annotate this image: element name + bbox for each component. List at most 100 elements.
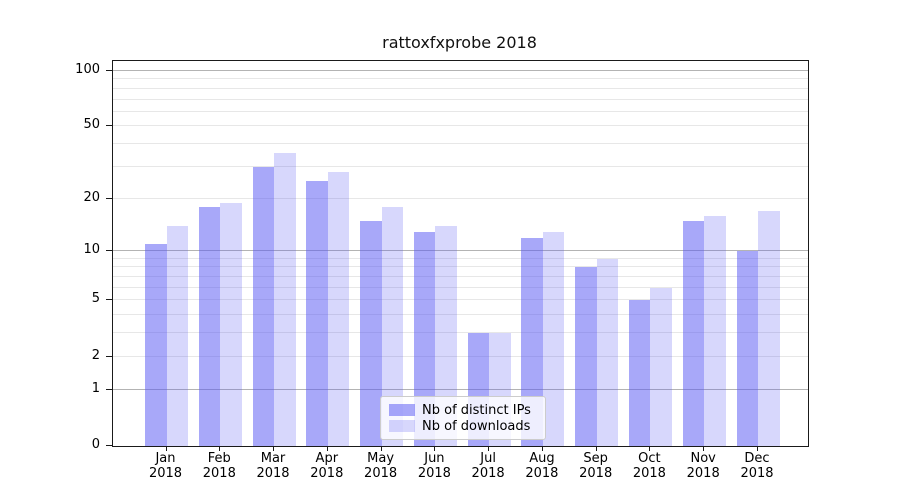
x-tick-year: 2018 <box>632 466 666 481</box>
y-axis-tick-label-2: 2 <box>91 347 100 363</box>
x-tick-month: May <box>367 451 395 466</box>
y-axis-tick-label-10: 10 <box>83 242 100 258</box>
y-axis-tick-mark <box>106 299 112 301</box>
bar-nb-of-downloads-nov <box>704 215 726 446</box>
x-axis-tick-label-jun: Jun 2018 <box>402 451 466 481</box>
x-tick-month: Apr <box>315 451 339 466</box>
x-axis-tick-mark <box>326 446 328 451</box>
y-axis-tick-label-5: 5 <box>91 291 100 307</box>
x-axis-tick-label-apr: Apr 2018 <box>295 451 359 481</box>
bar-nb-of-distinct-ips-sep <box>575 267 597 446</box>
x-axis-tick-label-nov: Nov 2018 <box>671 451 735 481</box>
y-axis-tick-mark <box>106 69 112 71</box>
x-axis-tick-label-sep: Sep 2018 <box>564 451 628 481</box>
y-axis-tick-label-1: 1 <box>91 380 100 396</box>
x-axis-tick-mark <box>649 446 651 451</box>
bar-nb-of-distinct-ips-may <box>360 220 382 446</box>
x-tick-month: Feb <box>207 451 231 466</box>
y-axis-tick-label-0: 0 <box>91 437 100 452</box>
x-axis-tick-label-jul: Jul 2018 <box>456 451 520 481</box>
legend-swatch-nb-of-distinct-ips <box>389 404 415 416</box>
x-axis-tick-label-oct: Oct 2018 <box>617 451 681 481</box>
minor-gridline <box>113 314 808 316</box>
bar-nb-of-downloads-jan <box>166 225 188 446</box>
bar-nb-of-downloads-dec <box>758 211 780 446</box>
x-axis-tick-mark <box>541 446 543 451</box>
x-tick-year: 2018 <box>364 466 398 481</box>
bar-nb-of-distinct-ips-aug <box>521 237 543 446</box>
minor-gridline <box>113 257 808 259</box>
x-tick-year: 2018 <box>579 466 613 481</box>
y-axis-tick-mark <box>106 197 112 199</box>
x-tick-year: 2018 <box>417 466 451 481</box>
minor-gridline <box>113 143 808 145</box>
minor-gridline <box>113 276 808 277</box>
x-tick-month: Nov <box>690 451 716 466</box>
legend-swatch-nb-of-downloads <box>389 420 415 432</box>
chart-title: rattoxfxprobe 2018 <box>382 33 537 52</box>
bar-nb-of-downloads-apr <box>327 172 350 446</box>
x-axis-tick-mark <box>703 446 705 451</box>
minor-gridline <box>113 87 808 89</box>
x-tick-month: Jan <box>155 451 176 466</box>
x-axis-tick-mark <box>434 446 436 451</box>
x-axis-tick-mark <box>219 446 221 451</box>
x-axis-tick-label-jan: Jan 2018 <box>134 451 198 481</box>
minor-gridline <box>113 78 808 80</box>
x-axis-tick-mark <box>380 446 382 451</box>
bar-nb-of-distinct-ips-mar <box>252 166 274 446</box>
y-axis-tick-mark <box>106 250 112 252</box>
x-tick-year: 2018 <box>471 466 505 481</box>
minor-gridline <box>113 125 808 127</box>
x-axis-tick-label-may: May 2018 <box>349 451 413 481</box>
x-tick-month: Oct <box>638 451 661 466</box>
x-tick-year: 2018 <box>310 466 344 481</box>
x-axis-tick-mark <box>488 446 490 451</box>
bar-nb-of-distinct-ips-apr <box>306 181 328 446</box>
minor-gridline <box>113 98 808 100</box>
y-axis-tick-label-100: 100 <box>75 61 100 77</box>
x-tick-month: Aug <box>529 451 555 466</box>
y-axis-tick-label-20: 20 <box>83 189 100 205</box>
bar-nb-of-distinct-ips-feb <box>198 206 221 446</box>
plot-area: Nb of distinct IPs Nb of downloads <box>112 60 809 447</box>
bar-nb-of-downloads-may <box>381 206 404 446</box>
x-tick-month: Dec <box>744 451 770 466</box>
bar-nb-of-distinct-ips-dec <box>736 251 758 446</box>
major-gridline <box>113 388 808 390</box>
x-tick-year: 2018 <box>686 466 720 481</box>
bar-nb-of-downloads-jun <box>435 225 457 446</box>
x-tick-month: Jul <box>480 451 496 466</box>
bar-nb-of-distinct-ips-jan <box>145 244 167 446</box>
legend-label: Nb of downloads <box>422 418 531 434</box>
bar-nb-of-downloads-feb <box>220 202 242 446</box>
minor-gridline <box>113 332 808 334</box>
minor-gridline <box>113 299 808 301</box>
minor-gridline <box>113 165 808 167</box>
y-axis-tick-mark <box>106 355 112 357</box>
x-axis-tick-mark <box>595 446 597 451</box>
x-axis-tick-label-feb: Feb 2018 <box>187 451 251 481</box>
legend-item: Nb of distinct IPs <box>389 403 537 418</box>
legend-item: Nb of downloads <box>389 419 537 434</box>
bar-nb-of-downloads-aug <box>542 231 565 446</box>
x-tick-year: 2018 <box>148 466 183 481</box>
y-axis-tick-mark <box>106 125 112 127</box>
x-axis-tick-label-aug: Aug 2018 <box>510 451 574 481</box>
x-tick-month: Sep <box>583 451 608 466</box>
x-tick-year: 2018 <box>525 466 559 481</box>
x-axis-tick-mark <box>165 446 167 451</box>
x-tick-year: 2018 <box>256 466 290 481</box>
minor-gridline <box>113 110 808 112</box>
minor-gridline <box>113 266 808 268</box>
minor-gridline <box>113 286 808 288</box>
y-axis-tick-mark <box>106 388 112 390</box>
legend: Nb of distinct IPs Nb of downloads <box>380 396 546 440</box>
bar-nb-of-distinct-ips-jun <box>413 231 436 446</box>
y-axis-tick-label-50: 50 <box>83 117 100 133</box>
x-tick-month: Jun <box>424 451 445 466</box>
x-axis-tick-mark <box>273 446 274 451</box>
x-axis-tick-label-dec: Dec 2018 <box>725 451 789 481</box>
major-gridline <box>113 250 808 252</box>
